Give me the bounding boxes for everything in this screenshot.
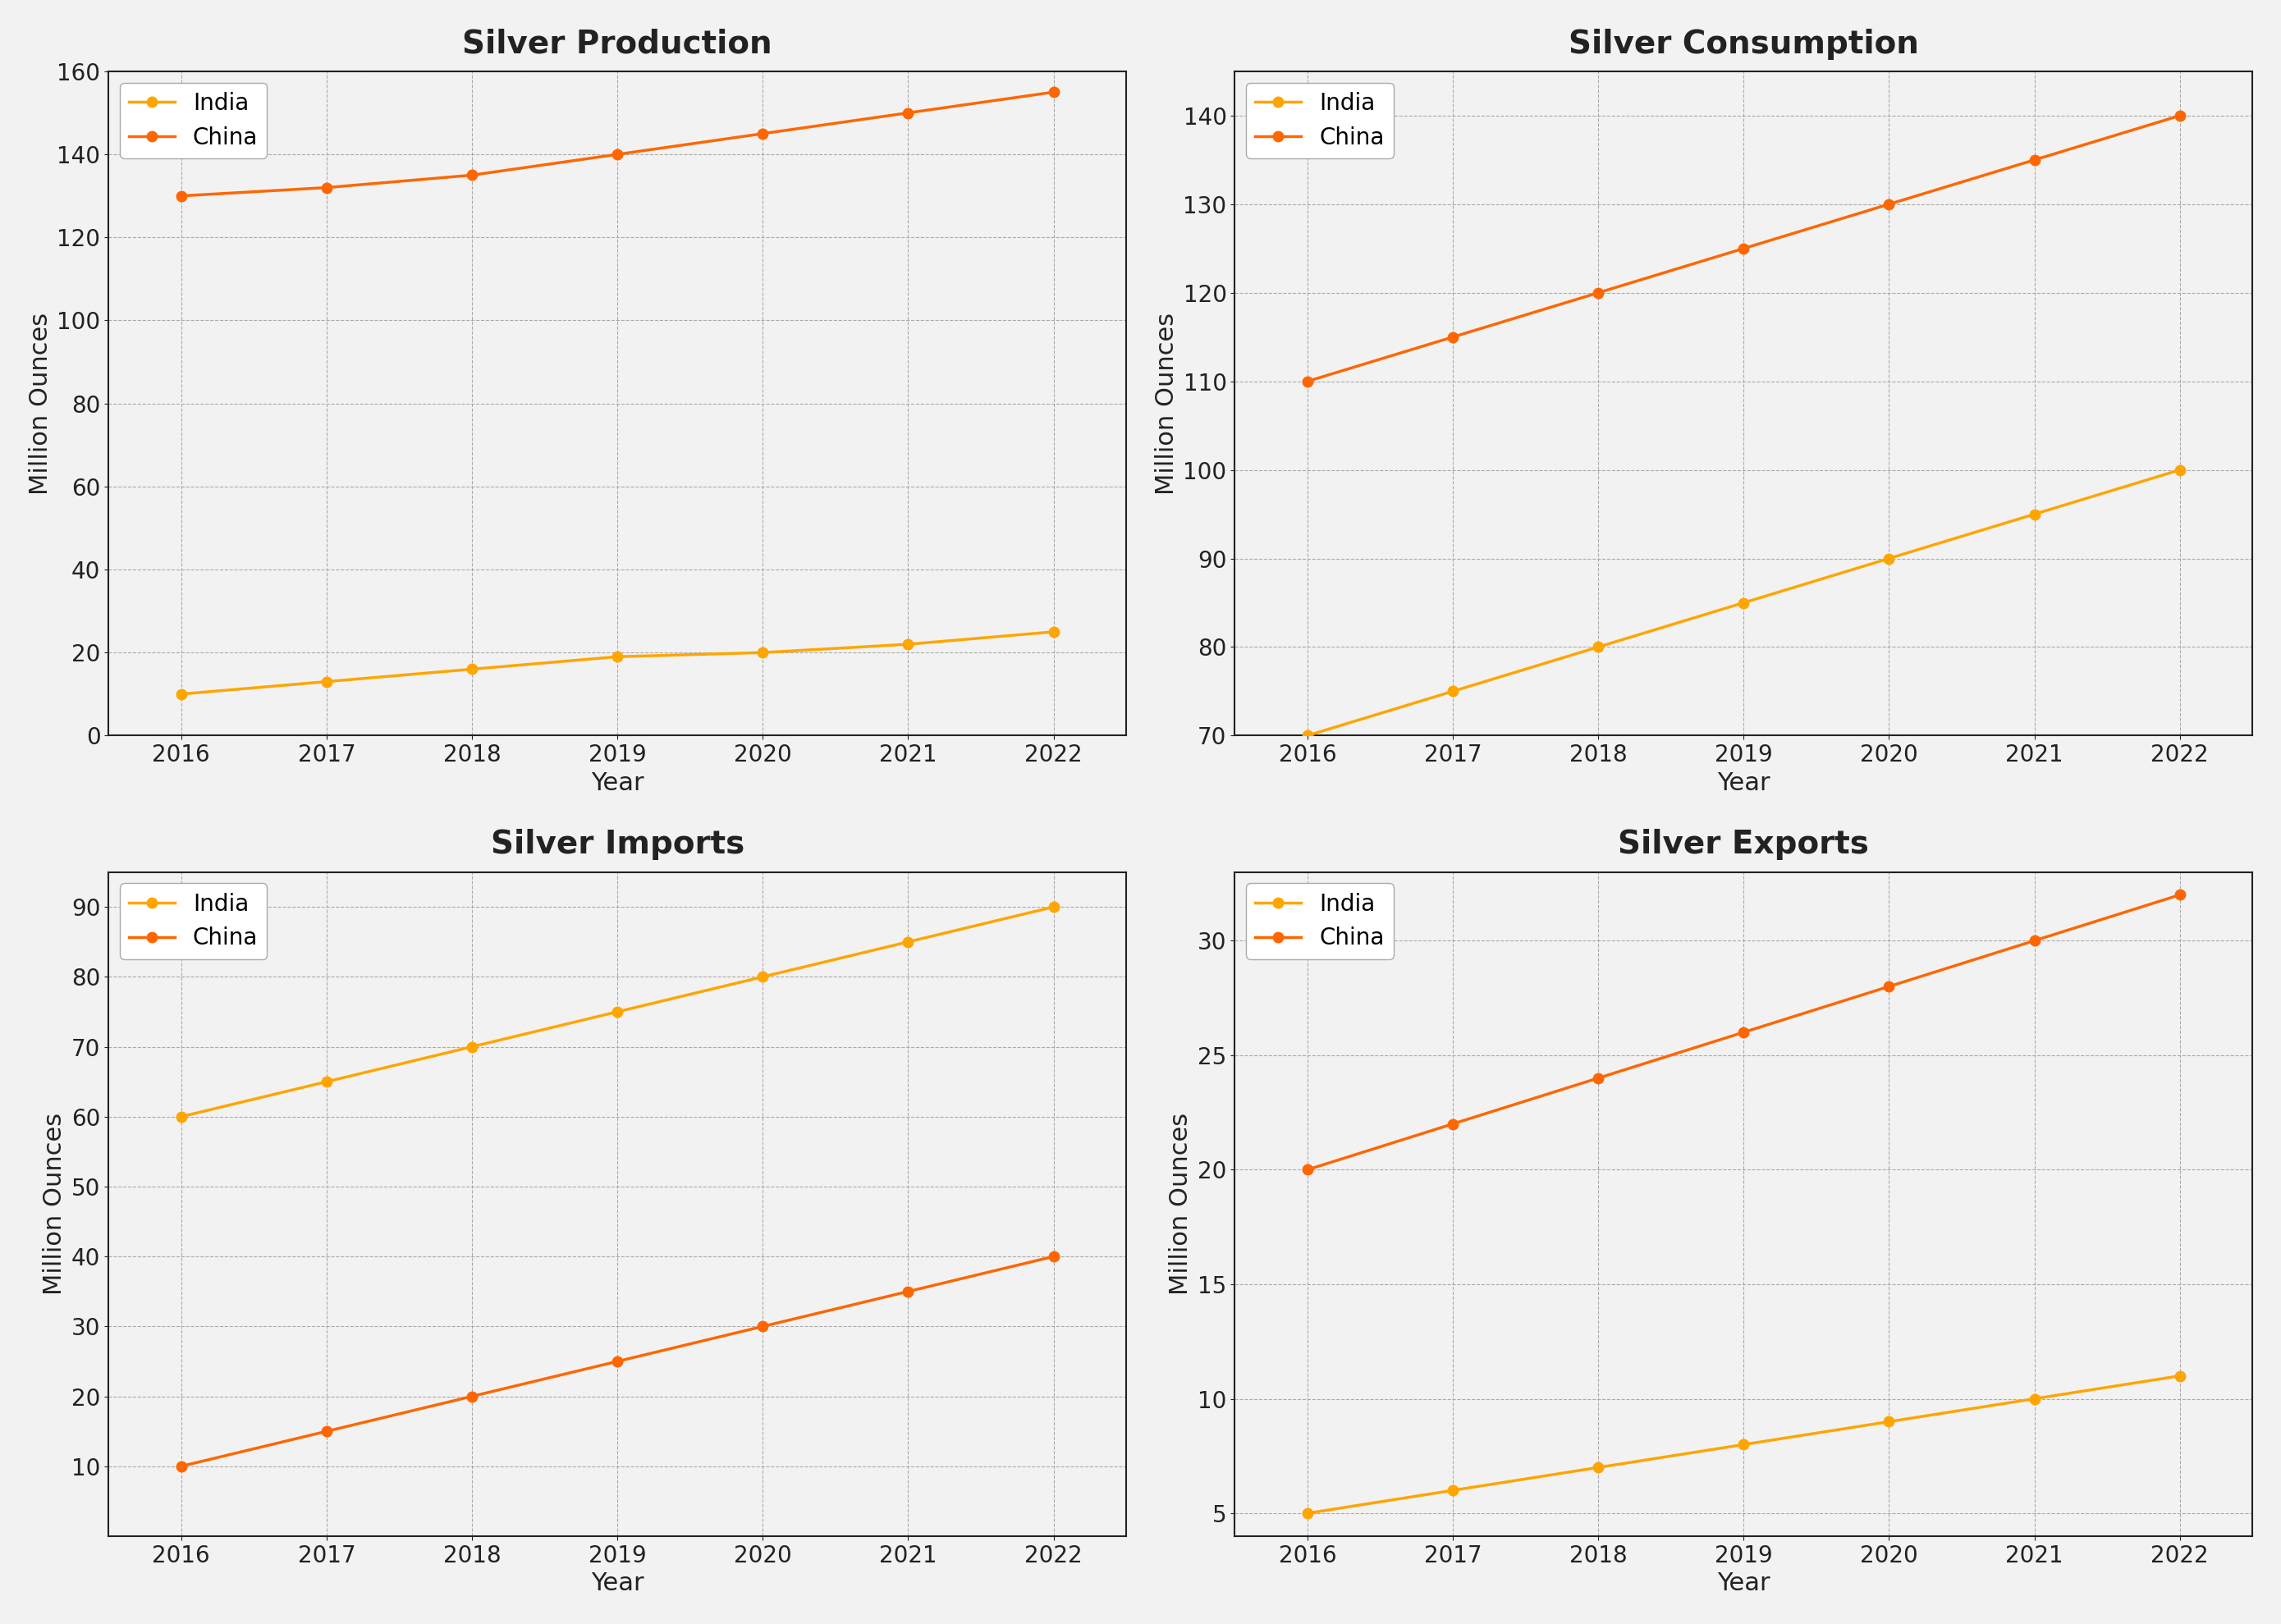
India: [2167, 460, 2194, 479]
Y-axis label: Million Ounces: Million Ounces: [43, 1112, 66, 1296]
Line: China: China: [176, 88, 1058, 201]
India: [1729, 1436, 1756, 1455]
China: [2021, 149, 2048, 169]
China: [1875, 195, 1902, 214]
India: [1729, 593, 1756, 612]
India: [312, 1072, 340, 1091]
India: [1585, 1458, 1613, 1478]
China: [1293, 1160, 1321, 1179]
Line: India: India: [176, 901, 1058, 1122]
China: [1040, 83, 1068, 102]
India: [1439, 682, 1467, 702]
China: [1875, 976, 1902, 996]
China: [1729, 1023, 1756, 1043]
Y-axis label: Million Ounces: Million Ounces: [27, 312, 52, 495]
China: [1585, 283, 1613, 302]
China: [312, 1421, 340, 1440]
India: [894, 635, 922, 654]
India: [1585, 637, 1613, 656]
Line: China: China: [1302, 890, 2185, 1174]
Line: India: India: [176, 627, 1058, 700]
China: [894, 1281, 922, 1301]
India: [1439, 1481, 1467, 1501]
Line: China: China: [1302, 110, 2185, 387]
China: [2021, 931, 2048, 950]
China: [1439, 328, 1467, 348]
X-axis label: Year: Year: [591, 1572, 643, 1595]
Title: Silver Consumption: Silver Consumption: [1569, 29, 1918, 60]
India: [604, 1002, 632, 1021]
Y-axis label: Million Ounces: Million Ounces: [1170, 1112, 1193, 1296]
China: [312, 179, 340, 198]
China: [2167, 106, 2194, 125]
China: [1585, 1069, 1613, 1088]
Title: Silver Exports: Silver Exports: [1617, 830, 1868, 861]
India: [2021, 505, 2048, 525]
India: [1293, 726, 1321, 745]
China: [748, 123, 776, 143]
China: [458, 166, 486, 185]
China: [1439, 1114, 1467, 1134]
Title: Silver Imports: Silver Imports: [490, 830, 744, 861]
India: [1875, 1411, 1902, 1431]
China: [1729, 239, 1756, 258]
India: [1040, 896, 1068, 916]
Legend: India, China: India, China: [1245, 83, 1394, 158]
Line: China: China: [176, 1252, 1058, 1471]
China: [748, 1317, 776, 1337]
India: [748, 643, 776, 663]
X-axis label: Year: Year: [591, 771, 643, 794]
Legend: India, China: India, China: [1245, 883, 1394, 958]
China: [604, 1351, 632, 1371]
India: [1293, 1504, 1321, 1523]
India: [894, 932, 922, 952]
China: [2167, 885, 2194, 905]
Line: India: India: [1302, 1371, 2185, 1518]
India: [1040, 622, 1068, 641]
Legend: India, China: India, China: [121, 83, 267, 158]
India: [2021, 1389, 2048, 1408]
India: [312, 672, 340, 692]
India: [458, 1038, 486, 1057]
India: [1875, 549, 1902, 568]
India: [167, 684, 194, 703]
China: [1293, 372, 1321, 391]
X-axis label: Year: Year: [1718, 771, 1770, 794]
Legend: India, China: India, China: [121, 883, 267, 958]
India: [458, 659, 486, 679]
China: [167, 187, 194, 206]
China: [458, 1387, 486, 1406]
China: [1040, 1247, 1068, 1267]
X-axis label: Year: Year: [1718, 1572, 1770, 1595]
India: [748, 966, 776, 986]
Y-axis label: Million Ounces: Million Ounces: [1154, 312, 1179, 495]
Title: Silver Production: Silver Production: [463, 29, 773, 60]
China: [604, 145, 632, 164]
Line: India: India: [1302, 464, 2185, 741]
India: [604, 646, 632, 666]
China: [167, 1457, 194, 1476]
China: [894, 102, 922, 122]
India: [167, 1108, 194, 1127]
India: [2167, 1366, 2194, 1385]
